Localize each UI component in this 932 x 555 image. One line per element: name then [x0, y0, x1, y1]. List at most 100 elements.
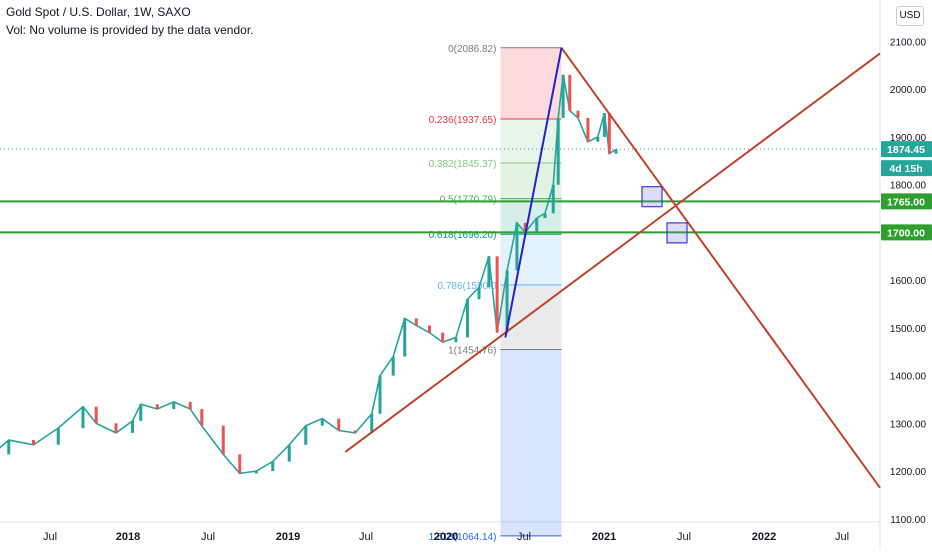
price-candle	[556, 117, 560, 185]
y-tick-label: 2000.00	[890, 85, 927, 96]
price-tag-bg	[881, 224, 932, 241]
price-candle	[614, 149, 618, 154]
fib-label-0.618: 0.618(1696.20)	[429, 230, 497, 241]
price-candle	[561, 74, 565, 118]
price-candle	[551, 184, 555, 214]
falling-trend-line	[560, 47, 881, 489]
fib-zone-0	[500, 47, 562, 119]
price-candle	[271, 461, 275, 472]
price-candle	[378, 375, 382, 414]
price-candle	[477, 287, 481, 300]
fib-label-0.236: 0.236(1937.65)	[429, 115, 497, 126]
target-box	[641, 186, 663, 208]
x-tick-label: 2022	[752, 531, 776, 543]
y-tick-label: 1400.00	[890, 372, 927, 383]
volume-note: Vol: No volume is provided by the data v…	[6, 23, 254, 37]
price-candle	[200, 409, 204, 426]
y-tick-label: 1800.00	[890, 181, 927, 192]
price-tag-label: 4d 15h	[889, 163, 922, 175]
price-candle	[320, 418, 324, 426]
price-tag-label: 1700.00	[887, 227, 925, 239]
price-candle	[287, 444, 291, 462]
y-tick-label: 1600.00	[890, 276, 927, 287]
fib-label-0.382: 0.382(1845.37)	[429, 159, 497, 170]
fib-label-1: 1(1454.76)	[448, 345, 496, 356]
price-tag-bg	[881, 141, 932, 158]
price-candle	[337, 418, 341, 431]
price-candle	[596, 136, 600, 142]
price-candle	[81, 406, 85, 429]
price-tag-label: 1765.00	[887, 196, 925, 208]
fib-label-1.618: 1.618(1064.14)	[429, 532, 497, 543]
x-tick-label: 2019	[276, 531, 300, 543]
currency-button[interactable]: USD	[896, 6, 924, 26]
price-candle	[414, 318, 418, 326]
price-candle	[543, 213, 547, 219]
price-candle	[576, 110, 580, 118]
fib-label-0.5: 0.5(1770.79)	[440, 195, 497, 206]
x-tick-label: 2021	[592, 531, 616, 543]
price-candle	[238, 454, 242, 474]
y-tick-label: 1900.00	[890, 133, 927, 144]
x-tick-label: 2018	[116, 531, 140, 543]
x-tick-label: Jul	[677, 531, 691, 543]
price-candle	[607, 113, 611, 154]
fib-label-0.786: 0.786(1590.0	[437, 281, 496, 292]
price-candle	[353, 430, 357, 433]
price-candle	[7, 440, 11, 455]
fib-zone-6	[500, 349, 562, 536]
price-candle	[515, 222, 519, 271]
y-tick-label: 2100.00	[890, 38, 927, 49]
chart-title: Gold Spot / U.S. Dollar, 1W, SAXO	[6, 5, 191, 19]
price-candle	[221, 425, 225, 455]
price-candle	[602, 113, 606, 137]
x-tick-label: Jul	[835, 531, 849, 543]
y-tick-label: 1500.00	[890, 324, 927, 335]
price-candle	[131, 420, 134, 433]
fib-zone-1	[500, 118, 562, 164]
y-tick-label: 1100.00	[890, 515, 926, 526]
price-candle	[441, 332, 445, 343]
x-tick-label: Jul	[43, 531, 57, 543]
fib-zone-5	[500, 284, 562, 350]
price-candle	[155, 404, 159, 410]
y-tick-label: 1300.00	[890, 419, 927, 430]
price-candle	[391, 356, 395, 376]
price-candle	[172, 401, 176, 410]
price-candle	[254, 471, 258, 474]
price-candle	[495, 256, 499, 333]
price-candle	[32, 440, 35, 445]
price-candle	[505, 270, 509, 333]
price-candle	[188, 401, 192, 410]
fib-label-0: 0(2086.82)	[448, 44, 496, 55]
price-candle	[465, 299, 469, 338]
x-tick-label: Jul	[517, 531, 531, 543]
price-candle	[586, 117, 590, 142]
target-box	[666, 222, 688, 244]
price-candle	[94, 406, 98, 424]
fib-zone-4	[500, 234, 562, 285]
price-candle	[523, 222, 527, 233]
price-candle	[454, 337, 458, 343]
x-tick-label: Jul	[359, 531, 373, 543]
x-tick-label: 2020	[434, 531, 458, 543]
y-tick-label: 1200.00	[890, 467, 927, 478]
price-candle	[428, 325, 431, 333]
price-candle	[139, 404, 143, 421]
x-tick-label: Jul	[201, 531, 215, 543]
price-candle	[370, 413, 374, 433]
price-candle	[487, 256, 491, 288]
price-candle	[535, 218, 539, 233]
price-tag-bg	[881, 193, 932, 210]
price-tag-bg	[881, 160, 932, 177]
price-candle	[304, 425, 308, 445]
price-candle	[114, 423, 118, 433]
price-candle	[56, 428, 60, 445]
impulse-line	[504, 47, 563, 338]
rising-trend-line	[344, 52, 881, 453]
price-candle	[403, 318, 407, 357]
price-candle	[568, 74, 572, 111]
price-tag-label: 1874.45	[887, 144, 925, 156]
